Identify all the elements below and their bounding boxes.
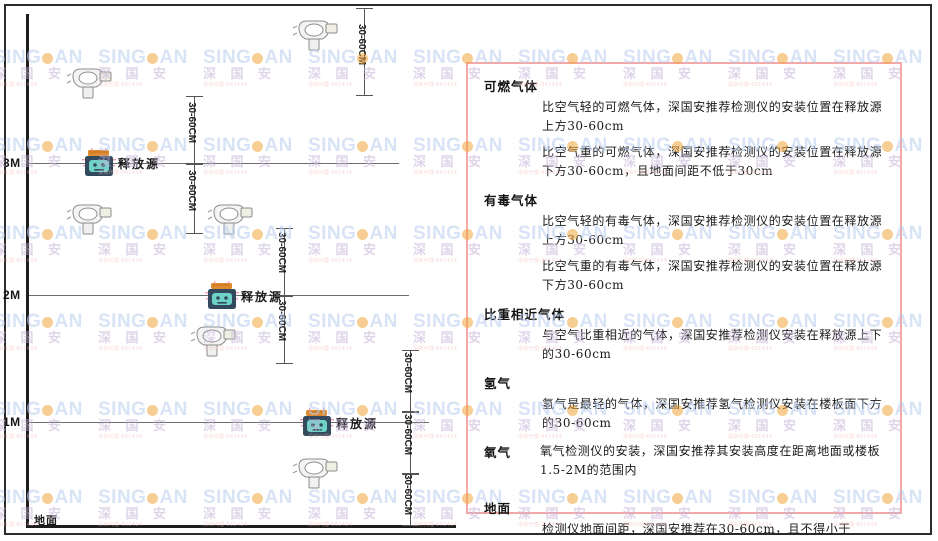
axis-label-3m: 3M	[3, 156, 21, 170]
gas-detector-icon	[290, 14, 344, 58]
dimension-label: 30-60CM	[276, 300, 287, 342]
section-text: 比空气轻的可燃气体，深国安推荐检测仪的安装位置在释放源上方30-60cm	[542, 100, 883, 133]
section-oxygen: 氧气 氧气检测仪的安装，深国安推荐其安装高度在距离地面或楼板1.5-2M的范围内	[484, 442, 886, 480]
dimension-callout: 30-60CM	[272, 228, 298, 296]
release-source-icon	[82, 148, 116, 178]
section-title-hydrogen: 氢气	[484, 376, 512, 391]
section-title-similar-density: 比重相近气体	[484, 307, 566, 322]
ground-line	[26, 525, 456, 528]
section-title-flammable: 可燃气体	[484, 79, 539, 94]
release-source-label: 释放源	[241, 290, 284, 304]
axis-label-1m: 1M	[3, 415, 21, 429]
section-text: 氢气是最轻的气体，深国安推荐氢气检测仪安装在楼板面下方的30-60cm	[542, 397, 883, 430]
dimension-label: 30-60CM	[402, 352, 413, 394]
dimension-callout: 30-60CM	[182, 164, 208, 234]
section-title-toxic: 有毒气体	[484, 193, 539, 208]
gas-detector-icon	[205, 198, 259, 242]
release-source-label: 释放源	[336, 417, 379, 431]
dimension-label: 30-60CM	[276, 232, 287, 274]
dimension-label: 30-60CM	[402, 414, 413, 456]
release-source-icon	[205, 281, 239, 311]
section-text: 比空气重的可燃气体，深国安推荐检测仪的安装位置在释放源下方30-60cm，且地面…	[542, 145, 883, 178]
dimension-callout: 30-60CM	[398, 412, 424, 474]
gas-detector-icon	[64, 198, 118, 242]
dimension-label: 30-60CM	[356, 24, 367, 66]
level-line-1m	[29, 422, 429, 423]
ground-label: 地面	[34, 514, 58, 527]
dimension-label: 30-60CM	[186, 102, 197, 144]
section-title-ground: 地面	[484, 501, 512, 516]
dimension-callout: 30-60CM	[398, 474, 424, 526]
section-text: 与空气比重相近的气体，深国安推荐检测仪安装在释放源上下的30-60cm	[542, 328, 883, 361]
release-source-label: 释放源	[118, 157, 161, 171]
level-line-3m	[29, 163, 399, 164]
installation-height-diagram: 3M 2M 1M 地面	[0, 0, 460, 541]
guidance-panel: 可燃气体 比空气轻的可燃气体，深国安推荐检测仪的安装位置在释放源上方30-60c…	[466, 62, 902, 536]
section-text: 检测仪地面间距，深国安推荐在30-60cm，且不得小于30cm，因为过低容易水浸…	[542, 522, 851, 536]
dimension-callout: 30-60CM	[272, 296, 298, 364]
section-text: 氧气检测仪的安装，深国安推荐其安装高度在距离地面或楼板1.5-2M的范围内	[540, 444, 881, 477]
height-axis	[26, 14, 29, 528]
release-source-icon	[300, 408, 334, 438]
gas-detector-icon	[188, 320, 242, 364]
dimension-label: 30-60CM	[186, 170, 197, 212]
dimension-callout: 30-60CM	[398, 350, 424, 412]
gas-detector-icon	[290, 452, 344, 496]
outer-frame	[4, 4, 932, 535]
gas-detector-icon	[64, 62, 118, 106]
dimension-callout: 30-60CM	[352, 8, 378, 96]
section-title-oxygen: 氧气	[484, 445, 512, 460]
dimension-callout: 30-60CM	[182, 96, 208, 164]
dimension-label: 30-60CM	[402, 474, 413, 516]
axis-label-2m: 2M	[3, 288, 21, 302]
section-text: 比空气轻的有毒气体，深国安推荐检测仪的安装位置在释放源上方30-60cm	[542, 214, 883, 247]
section-text: 比空气重的有毒气体，深国安推荐检测仪的安装位置在释放源下方30-60cm	[542, 259, 883, 292]
